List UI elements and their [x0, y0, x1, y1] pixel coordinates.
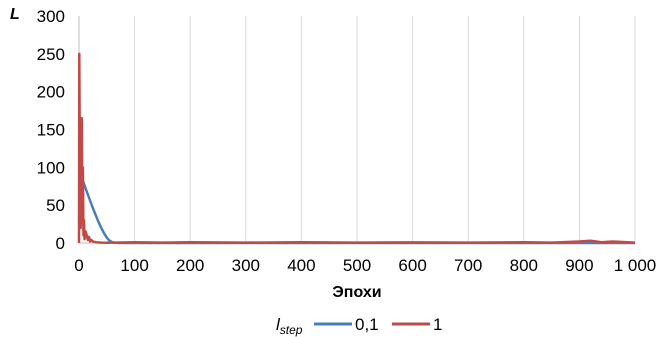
y-axis: 0 50 100 150 200 250 300 — [37, 7, 80, 253]
legend-title-sub: step — [280, 323, 303, 337]
y-tick-label-50: 50 — [46, 196, 65, 215]
y-tick-label-0: 0 — [56, 234, 65, 253]
x-axis-label: Эпохи — [332, 284, 381, 301]
x-tick-label-600: 600 — [398, 256, 426, 275]
x-axis: 0 100 200 300 400 500 600 700 800 900 1 000 — [74, 242, 657, 275]
x-tick-label-500: 500 — [343, 256, 371, 275]
x-tick-label-700: 700 — [454, 256, 482, 275]
x-tick-label-300: 300 — [232, 256, 260, 275]
legend-label-0-1: 0,1 — [355, 315, 379, 334]
x-tick-label-0: 0 — [74, 256, 83, 275]
legend-title-main: l — [276, 315, 281, 334]
y-tick-label-250: 250 — [37, 45, 65, 64]
y-tick-label-100: 100 — [37, 158, 65, 177]
y-tick-label-150: 150 — [37, 121, 65, 140]
series-line-step-1 — [77, 52, 636, 245]
legend-title: lstep — [276, 315, 303, 337]
x-tick-label-1000: 1 000 — [614, 256, 657, 275]
series-group — [77, 52, 636, 245]
gridlines — [134, 16, 636, 243]
legend-label-1: 1 — [433, 315, 442, 334]
x-tick-label-100: 100 — [120, 256, 148, 275]
x-tick-label-400: 400 — [287, 256, 315, 275]
y-tick-label-300: 300 — [37, 7, 65, 26]
y-tick-label-200: 200 — [37, 83, 65, 102]
x-tick-label-800: 800 — [510, 256, 538, 275]
x-tick-label-900: 900 — [565, 256, 593, 275]
y-axis-label: L — [10, 6, 20, 23]
x-tick-label-200: 200 — [176, 256, 204, 275]
legend: lstep 0,1 1 — [276, 315, 442, 337]
